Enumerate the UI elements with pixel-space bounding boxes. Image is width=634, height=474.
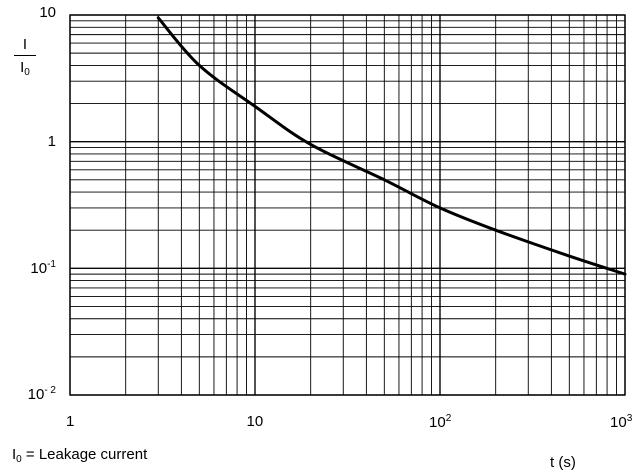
y-axis-label-numerator: I: [22, 36, 28, 53]
y-axis-label: I I0: [14, 36, 36, 78]
y-tick-label: 10: [39, 4, 56, 21]
x-tick-label: 102: [429, 413, 452, 431]
fraction-bar: [14, 55, 36, 56]
x-tick-label: 1: [66, 413, 75, 430]
leakage-current-curve: [156, 16, 627, 276]
y-tick-label: 10-1: [30, 259, 56, 278]
leakage-current-note: I0 = Leakage current: [12, 446, 148, 465]
y-tick-label: 1: [47, 132, 56, 150]
x-tick-label: 103: [610, 413, 633, 431]
y-axis-label-denominator: I0: [20, 59, 30, 78]
x-tick-label: 10: [246, 413, 264, 430]
y-tick-label: 10- 2: [27, 385, 56, 403]
plot-frame: [69, 14, 626, 396]
x-axis-label: t (s): [550, 454, 576, 471]
